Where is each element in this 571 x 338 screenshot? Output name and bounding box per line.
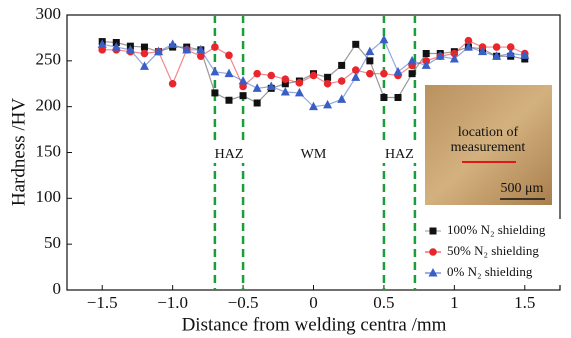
marker [310,72,318,80]
page: {"chart_data": {"type": "line", "xlabel"… [0,0,571,338]
marker [282,75,290,83]
x-tick-label: 0 [309,293,318,312]
marker [225,52,233,60]
marker [493,43,501,51]
annotation: WM [301,147,327,162]
marker [141,50,149,58]
marker [380,70,388,78]
marker [423,50,430,57]
marker [254,100,261,107]
legend-label: 100% N₂ shielding [447,222,546,237]
marker [409,70,416,77]
marker [240,92,247,99]
marker [267,72,275,80]
marker [169,80,177,88]
inset-text: location of [458,125,519,140]
y-axis-label: Hardness /HV [8,98,29,206]
y-tick-label: 150 [36,141,62,160]
marker [338,62,345,69]
marker [210,67,219,76]
annotation: HAZ [215,147,244,162]
marker [394,67,403,76]
chart: Distance from welding centra /mm Hardnes… [0,0,571,338]
marker [380,94,387,101]
marker [225,97,232,104]
marker [430,228,437,235]
y-tick-label: 100 [36,187,62,206]
y-tick-label: 50 [44,233,61,252]
x-tick-label: −1.0 [157,293,188,312]
marker [351,72,360,81]
x-axis-label: Distance from welding centra /mm [182,314,447,335]
inset-text: measurement [451,140,526,155]
x-tick-label: 1.5 [514,293,535,312]
marker [337,94,346,103]
legend-label: 0% N₂ shielding [447,264,533,279]
x-tick-label: 1 [450,293,459,312]
marker [379,35,388,44]
marker [324,80,332,88]
marker [352,41,359,48]
annotation: HAZ [385,147,414,162]
marker [141,44,148,51]
x-tick-label: −0.5 [228,293,259,312]
y-tick-label: 200 [36,96,62,115]
marker [395,94,402,101]
marker [366,57,373,64]
inset-scale-text: 500 μm [501,181,544,196]
marker [211,43,219,51]
marker [429,248,437,256]
y-tick-label: 0 [53,279,62,298]
marker [324,74,331,81]
x-tick-label: 0.5 [373,293,394,312]
marker [338,77,346,85]
x-tick-label: −1.5 [87,293,118,312]
marker [211,89,218,96]
y-tick-label: 300 [36,4,62,23]
marker [365,47,374,56]
marker [366,70,374,78]
legend-label: 50% N₂ shielding [447,243,539,258]
marker [296,79,304,87]
marker [253,70,261,78]
y-tick-label: 250 [36,50,62,69]
